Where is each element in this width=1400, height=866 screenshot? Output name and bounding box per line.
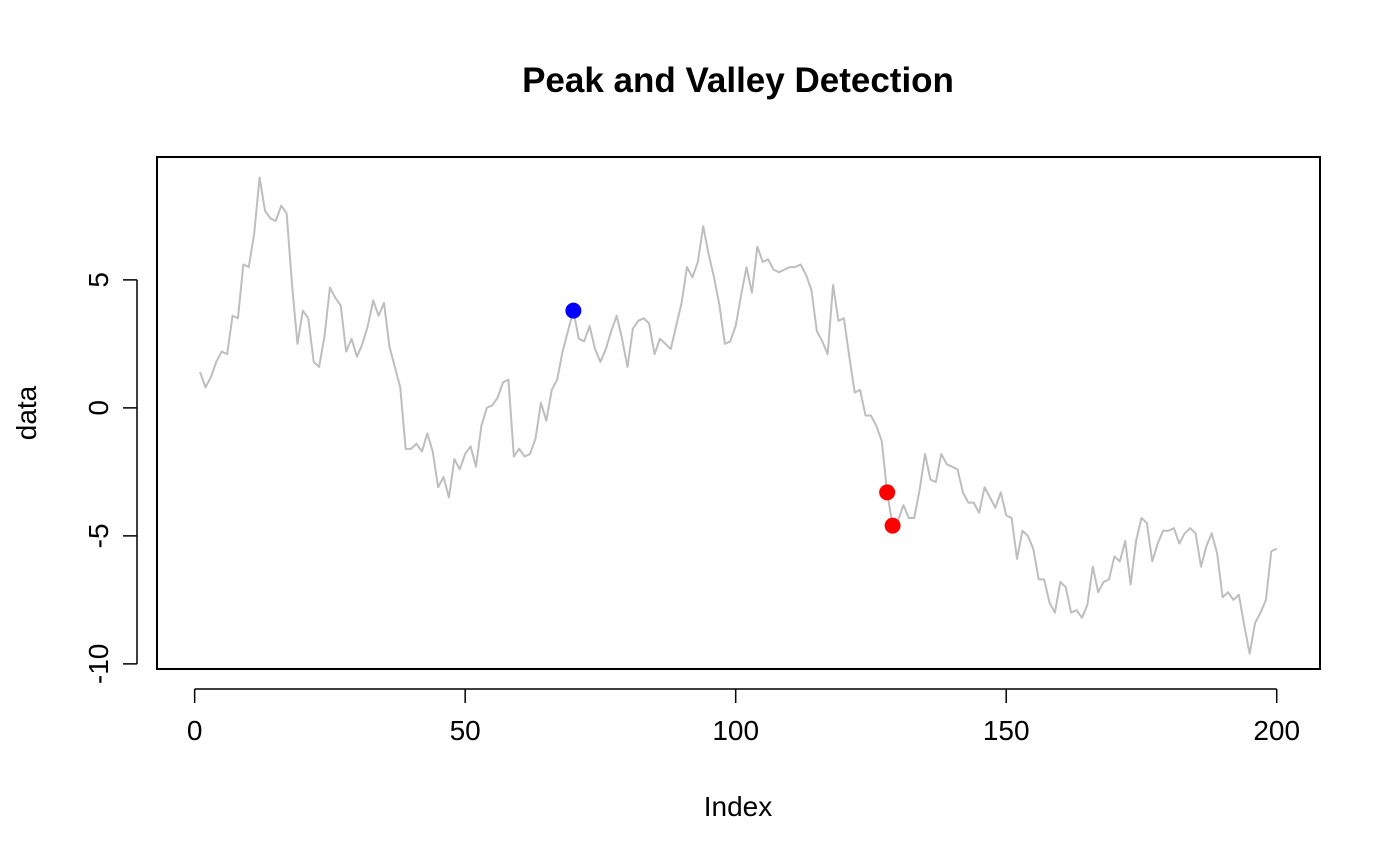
data-series-line <box>199 176 1278 655</box>
y-axis-label: data <box>11 385 42 440</box>
chart-title: Peak and Valley Detection <box>522 61 954 100</box>
y-tick-label: 5 <box>83 272 114 288</box>
x-tick-label: 100 <box>712 715 759 746</box>
y-axis: -10 -5 0 5 <box>83 272 138 684</box>
x-axis-label: Index <box>704 791 773 822</box>
marker-layer <box>565 302 901 534</box>
valley-marker <box>884 517 901 534</box>
x-tick-label: 150 <box>983 715 1030 746</box>
x-tick-label: 200 <box>1253 715 1300 746</box>
plot-frame <box>156 156 1321 670</box>
y-tick-label: -5 <box>83 523 114 548</box>
valley-marker <box>879 484 896 501</box>
series-layer <box>199 176 1278 655</box>
x-axis: 0 50 100 150 200 <box>187 688 1300 746</box>
y-tick-label: 0 <box>83 400 114 416</box>
peak-marker <box>565 302 582 319</box>
x-tick-label: 50 <box>450 715 481 746</box>
x-tick-label: 0 <box>187 715 203 746</box>
y-tick-label: -10 <box>83 644 114 684</box>
